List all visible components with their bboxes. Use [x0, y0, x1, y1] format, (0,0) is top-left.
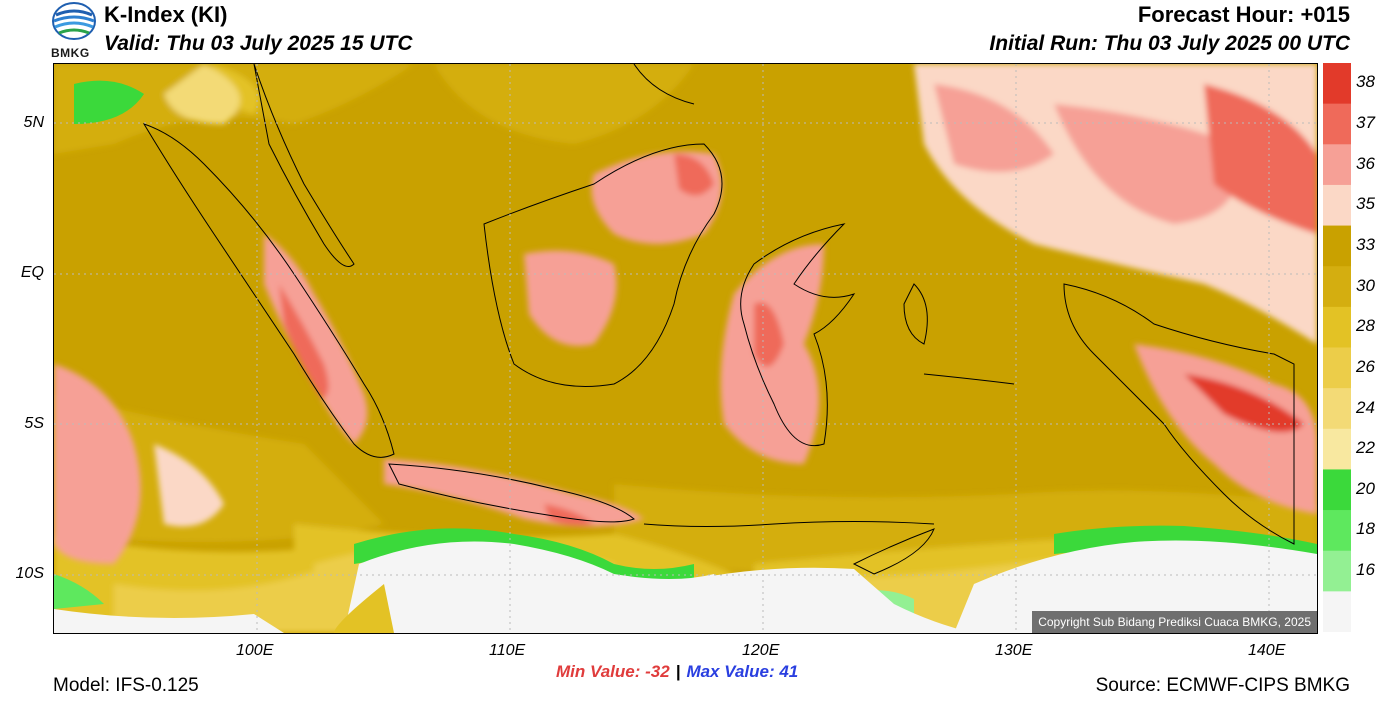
lon-label-110e: 110E — [489, 642, 526, 659]
initial-run: Initial Run: Thu 03 July 2025 00 UTC — [989, 32, 1350, 55]
colorbar-swatch — [1323, 184, 1351, 227]
colorbar-label: 28 — [1356, 316, 1375, 336]
colorbar-swatch — [1323, 591, 1351, 632]
lat-label-10s: 10S — [15, 565, 44, 582]
high-index-areas — [54, 64, 1317, 564]
lat-label-eq: EQ — [20, 264, 44, 281]
colorbar-swatch — [1323, 428, 1351, 470]
colorbar-label: 33 — [1356, 234, 1375, 254]
map-panel: Copyright Sub Bidang Prediksi Cuaca BMKG… — [53, 63, 1318, 634]
min-max-values: Min Value: -32 | Max Value: 41 — [556, 662, 798, 682]
lon-label-100e: 100E — [236, 642, 274, 659]
max-value: Max Value: 41 — [686, 662, 799, 681]
colorbar-label: 20 — [1356, 478, 1375, 498]
forecast-hour: Forecast Hour: +015 — [1137, 2, 1350, 27]
colorbar — [1323, 63, 1351, 632]
lon-label-130e: 130E — [995, 642, 1033, 659]
coastlines — [142, 64, 1295, 575]
lat-label-5s: 5S — [24, 415, 44, 432]
colorbar-label: 24 — [1356, 397, 1375, 417]
copyright-notice: Copyright Sub Bidang Prediksi Cuaca BMKG… — [1032, 611, 1317, 633]
lon-label-120e: 120E — [742, 642, 780, 659]
k-index-field — [54, 64, 1317, 633]
colorbar-label: 35 — [1356, 194, 1375, 214]
colorbar-label: 38 — [1356, 72, 1375, 92]
colorbar-swatch — [1323, 225, 1351, 267]
colorbar-swatch — [1323, 144, 1351, 186]
colorbar-swatch — [1323, 510, 1351, 552]
colorbar-swatch — [1323, 266, 1351, 308]
lon-label-140e: 140E — [1248, 642, 1286, 659]
valid-time: Valid: Thu 03 July 2025 15 UTC — [104, 32, 413, 55]
logo-text: BMKG — [51, 46, 90, 60]
lat-label-5n: 5N — [23, 114, 44, 131]
min-value: Min Value: -32 — [556, 662, 670, 681]
colorbar-swatch — [1323, 550, 1351, 592]
colorbar-label: 26 — [1356, 356, 1375, 376]
colorbar-label: 22 — [1356, 438, 1375, 458]
graticule — [54, 64, 1317, 633]
no-data-region — [54, 540, 1317, 633]
colorbar-label: 30 — [1356, 275, 1375, 295]
source-label: Source: ECMWF-CIPS BMKG — [1095, 675, 1350, 696]
chart-title: K-Index (KI) — [104, 2, 228, 27]
colorbar-label: 18 — [1356, 519, 1375, 539]
colorbar-swatch — [1323, 103, 1351, 145]
model-label: Model: IFS-0.125 — [53, 675, 199, 696]
colorbar-swatch — [1323, 469, 1351, 511]
colorbar-swatch — [1323, 388, 1351, 430]
colorbar-swatch — [1323, 63, 1351, 105]
colorbar-label: 16 — [1356, 560, 1375, 579]
colorbar-label: 36 — [1356, 153, 1375, 173]
colorbar-label: 37 — [1356, 113, 1375, 132]
colorbar-swatch — [1323, 306, 1351, 348]
bmkg-logo — [52, 2, 96, 40]
colorbar-swatch — [1323, 347, 1351, 389]
min-max-separator: | — [675, 662, 681, 681]
